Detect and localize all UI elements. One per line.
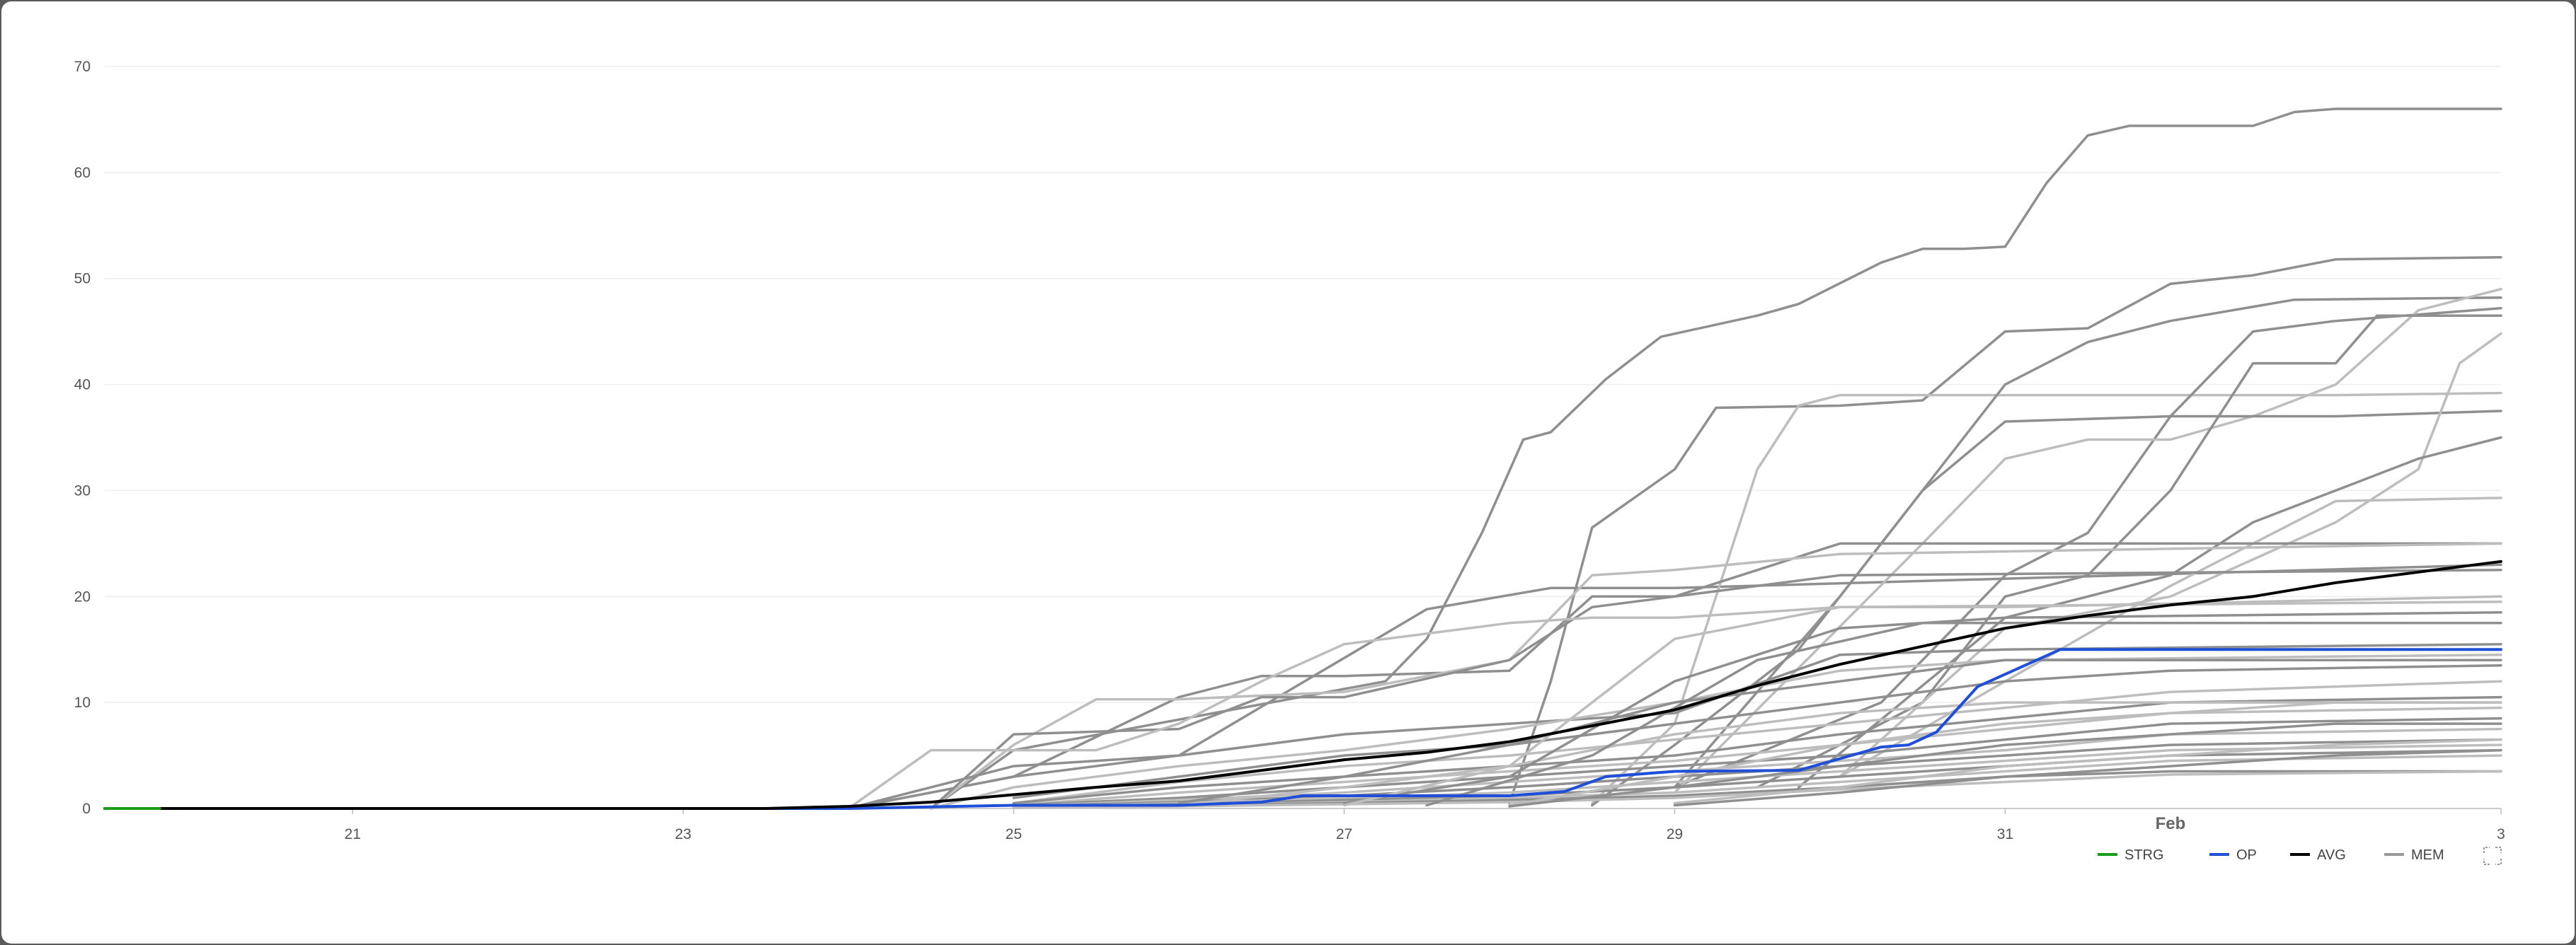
legend-item-op[interactable]: OP xyxy=(2209,847,2257,863)
series-line-mem-32 xyxy=(1012,770,2502,809)
series-line-mem-18 xyxy=(847,601,2502,810)
series-line-mem-4 xyxy=(929,108,2502,810)
series-line-mem-34 xyxy=(1178,701,2502,807)
series-line-mem-17 xyxy=(929,569,2502,810)
y-tick-label-10: 10 xyxy=(74,695,91,711)
series-line-mem-41 xyxy=(1673,748,2502,807)
gridlines xyxy=(105,66,2501,703)
y-tick-label-30: 30 xyxy=(74,482,91,499)
legend[interactable]: STRG OP AVG MEM xyxy=(2098,847,2444,863)
series-line-mem-21 xyxy=(1012,663,2502,799)
series-lines xyxy=(103,108,2502,810)
series-line-mem-23 xyxy=(1012,695,2502,805)
series-line-mem-20 xyxy=(929,653,2502,810)
y-tick-label-20: 20 xyxy=(74,589,91,605)
series-line-op-1 xyxy=(103,648,2502,810)
x-axis: 21 23 25 27 29 31 3 Feb xyxy=(105,808,2505,842)
series-line-mem-5 xyxy=(1508,255,2502,805)
series-line-mem-24 xyxy=(1012,706,2502,807)
legend-item-mem[interactable]: MEM xyxy=(2384,847,2444,863)
series-line-mem-15 xyxy=(847,542,2502,810)
x-tick-label-21: 21 xyxy=(345,826,361,842)
series-line-mem-6 xyxy=(1590,391,2502,805)
series-line-mem-28 xyxy=(1012,743,2502,809)
series-line-mem-33 xyxy=(1178,659,2502,805)
series-line-mem-38 xyxy=(1508,701,2502,807)
x-month-label: Feb xyxy=(2156,814,2186,833)
y-tick-label-60: 60 xyxy=(74,165,91,181)
x-tick-label-27: 27 xyxy=(1336,826,1352,842)
legend-label-strg: STRG xyxy=(2124,847,2164,863)
legend-label-avg: AVG xyxy=(2317,847,2346,863)
series-line-mem-19 xyxy=(847,642,2502,810)
series-line-mem-22 xyxy=(1012,680,2502,805)
x-tick-label-29: 29 xyxy=(1667,826,1683,842)
series-line-mem-7 xyxy=(1590,296,2502,807)
y-tick-label-50: 50 xyxy=(74,271,91,287)
x-tick-label-23: 23 xyxy=(675,826,691,842)
series-line-mem-16 xyxy=(929,542,2502,810)
series-line-mem-37 xyxy=(1425,622,2502,807)
legend-item-avg[interactable]: AVG xyxy=(2290,847,2346,863)
x-tick-label-31: 31 xyxy=(1997,826,2013,842)
series-line-mem-8 xyxy=(1673,306,2502,789)
series-line-mem-39 xyxy=(1508,722,2502,808)
series-line-mem-40 xyxy=(1673,738,2502,805)
y-tick-label-70: 70 xyxy=(74,59,91,75)
x-tick-label-25: 25 xyxy=(1006,826,1022,842)
series-line-mem-10 xyxy=(1673,410,2502,789)
legend-label-op: OP xyxy=(2236,847,2257,863)
x-tick-label-3: 3 xyxy=(2497,826,2505,842)
series-line-mem-36 xyxy=(1342,595,2502,807)
expand-icon[interactable] xyxy=(2483,847,2502,865)
legend-label-mem: MEM xyxy=(2411,847,2444,863)
legend-item-strg[interactable]: STRG xyxy=(2098,847,2164,863)
series-line-mem-9 xyxy=(1673,287,2502,794)
series-line-avg-2 xyxy=(103,560,2502,810)
y-axis: 0 10 20 30 40 50 60 70 xyxy=(74,59,91,817)
y-tick-label-0: 0 xyxy=(82,801,91,817)
y-tick-label-40: 40 xyxy=(74,377,91,393)
